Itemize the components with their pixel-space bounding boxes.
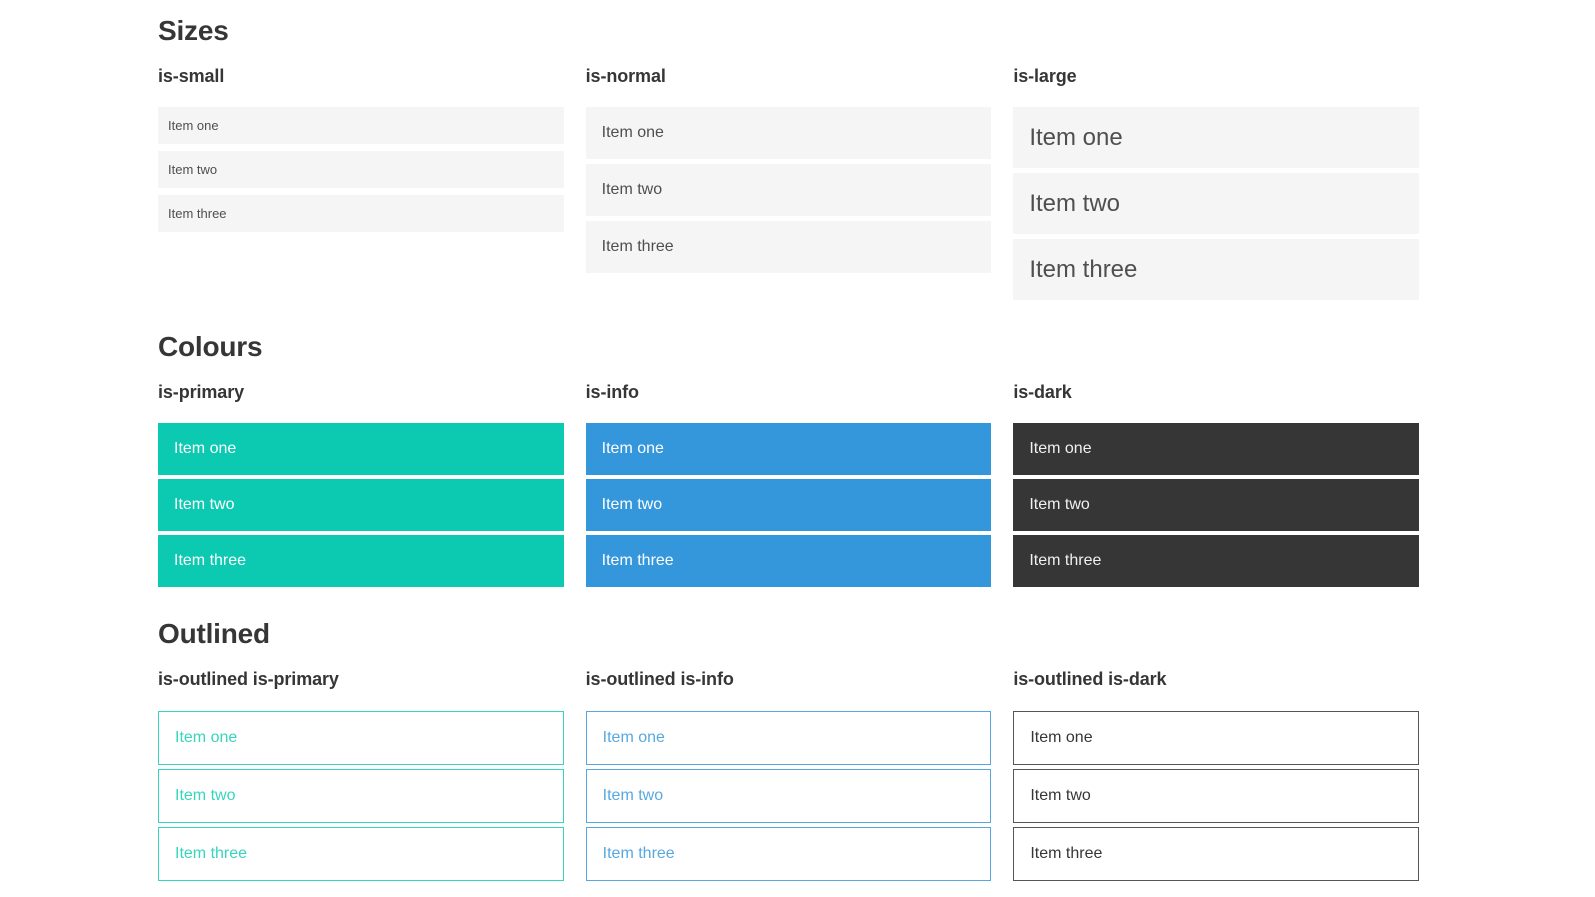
list-item[interactable]: Item one <box>1013 423 1419 476</box>
list-outlined-info: Item one Item two Item three <box>585 710 992 881</box>
list-item[interactable]: Item one <box>585 423 992 476</box>
list-item[interactable]: Item two <box>158 479 564 532</box>
list-large: Item one Item two Item three <box>1013 107 1419 301</box>
outlined-columns: is-outlined is-primary Item one Item two… <box>158 669 1419 881</box>
column-is-outlined-is-info: is-outlined is-info Item one Item two It… <box>585 668 992 881</box>
list-item[interactable]: Item three <box>1013 826 1419 881</box>
list-item[interactable]: Item one <box>158 423 564 476</box>
colours-columns: is-primary Item one Item two Item three … <box>158 382 1419 588</box>
column-is-primary: is-primary Item one Item two Item three <box>158 382 564 588</box>
section-title: Outlined <box>158 618 270 650</box>
section-colours: Colours is-primary Item one Item two Ite… <box>158 330 1419 588</box>
section-sizes: Sizes is-small Item one Item two Item th… <box>158 14 1419 301</box>
column-heading: is-normal <box>585 65 666 86</box>
column-is-small: is-small Item one Item two Item three <box>158 66 564 233</box>
section-title: Colours <box>158 331 263 363</box>
list-item[interactable]: Item two <box>585 768 992 823</box>
column-heading: is-outlined is-dark <box>1013 668 1167 689</box>
list-item[interactable]: Item three <box>585 535 992 588</box>
list-item[interactable]: Item two <box>585 479 992 532</box>
list-item[interactable]: Item two <box>158 768 564 823</box>
column-heading: is-small <box>158 65 225 86</box>
list-item[interactable]: Item three <box>158 826 564 881</box>
list-item[interactable]: Item three <box>1013 535 1419 588</box>
list-item[interactable]: Item one <box>585 710 992 765</box>
list-primary: Item one Item two Item three <box>158 423 564 588</box>
list-normal: Item one Item two Item three <box>585 107 992 274</box>
list-item[interactable]: Item one <box>1013 107 1419 169</box>
list-item[interactable]: Item two <box>1013 173 1419 235</box>
list-outlined-primary: Item one Item two Item three <box>158 710 564 881</box>
column-heading: is-dark <box>1013 381 1072 402</box>
list-item[interactable]: Item three <box>585 826 992 881</box>
column-heading: is-outlined is-info <box>585 668 734 689</box>
column-heading: is-primary <box>158 381 245 402</box>
sizes-columns: is-small Item one Item two Item three is… <box>158 66 1419 301</box>
section-outlined: Outlined is-outlined is-primary Item one… <box>158 617 1419 881</box>
list-item[interactable]: Item three <box>585 221 992 274</box>
list-item[interactable]: Item one <box>1013 710 1419 765</box>
list-outlined-dark: Item one Item two Item three <box>1013 710 1419 881</box>
column-heading: is-outlined is-primary <box>158 668 339 689</box>
list-item[interactable]: Item three <box>158 195 564 233</box>
column-is-info: is-info Item one Item two Item three <box>585 381 992 588</box>
column-is-large: is-large Item one Item two Item three <box>1013 66 1419 301</box>
column-heading: is-info <box>585 381 639 402</box>
page-content: Sizes is-small Item one Item two Item th… <box>158 14 1419 881</box>
list-item[interactable]: Item one <box>585 107 992 160</box>
column-is-outlined-is-dark: is-outlined is-dark Item one Item two It… <box>1013 669 1419 881</box>
list-item[interactable]: Item two <box>1013 768 1419 823</box>
list-info: Item one Item two Item three <box>585 423 992 588</box>
column-is-dark: is-dark Item one Item two Item three <box>1013 382 1419 588</box>
list-item[interactable]: Item two <box>1013 479 1419 532</box>
list-item[interactable]: Item three <box>1013 239 1419 301</box>
list-item[interactable]: Item one <box>158 710 564 765</box>
list-dark: Item one Item two Item three <box>1013 423 1419 588</box>
column-is-normal: is-normal Item one Item two Item three <box>585 65 992 274</box>
list-item[interactable]: Item three <box>158 535 564 588</box>
list-small: Item one Item two Item three <box>158 107 564 233</box>
section-title: Sizes <box>158 15 229 46</box>
list-item[interactable]: Item one <box>158 107 564 145</box>
column-heading: is-large <box>1013 65 1077 86</box>
column-is-outlined-is-primary: is-outlined is-primary Item one Item two… <box>158 669 564 881</box>
list-item[interactable]: Item two <box>585 164 992 217</box>
list-item[interactable]: Item two <box>158 151 564 189</box>
